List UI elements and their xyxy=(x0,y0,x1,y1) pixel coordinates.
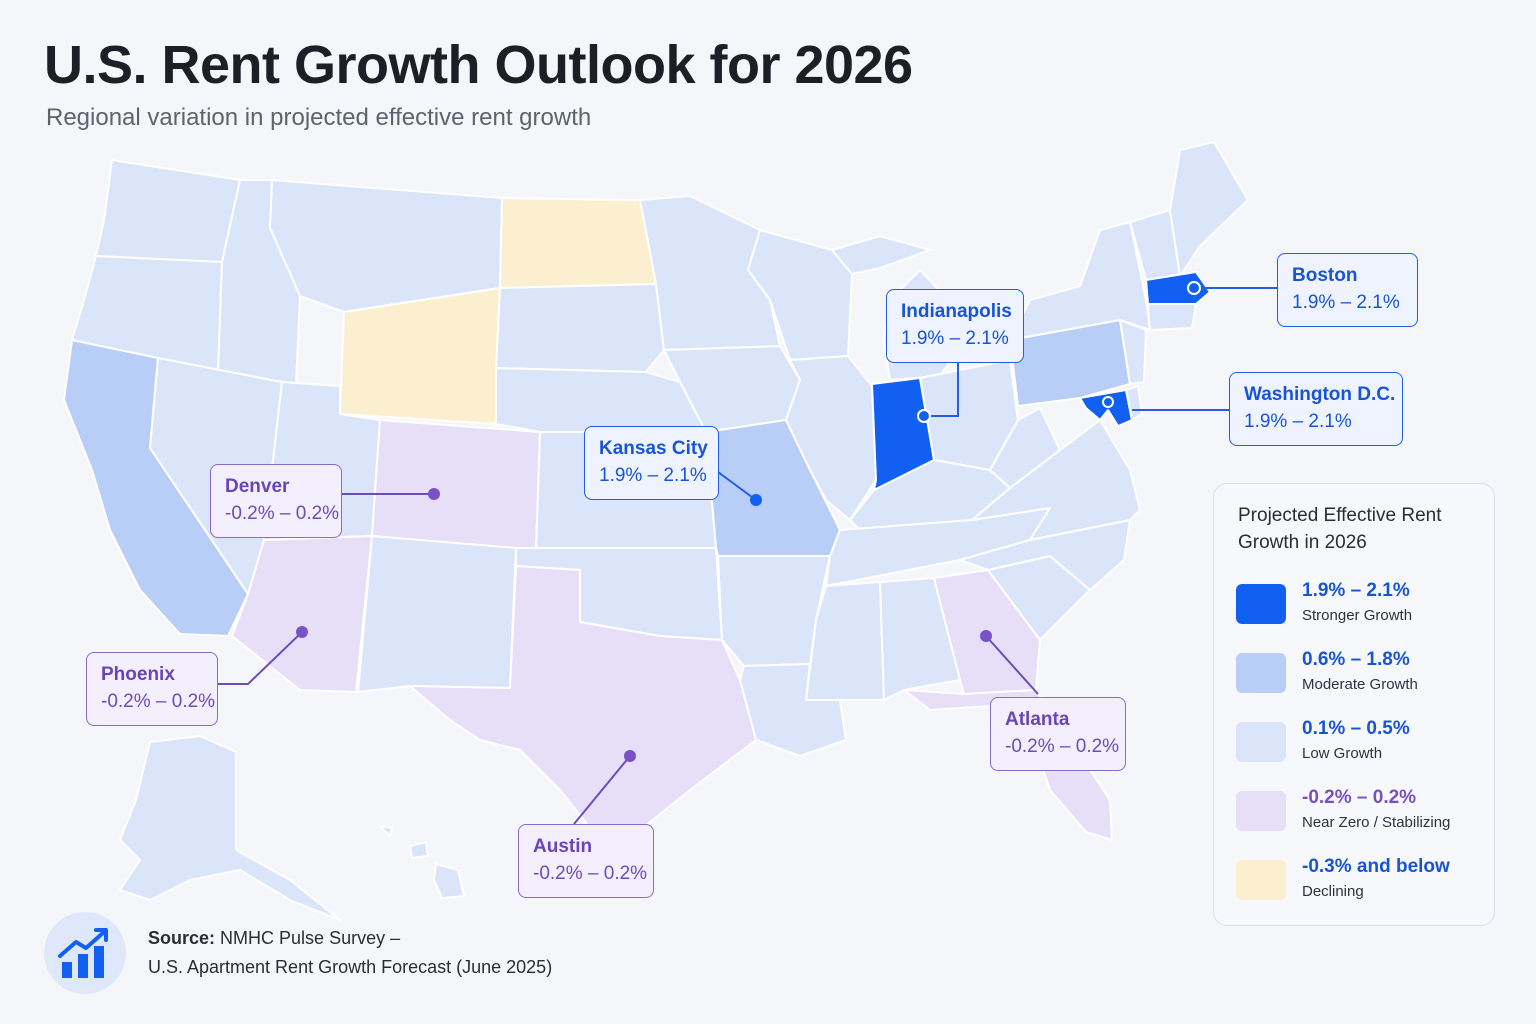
callout-range: -0.2% – 0.2% xyxy=(1005,736,1120,757)
leader-atlanta xyxy=(985,635,1039,695)
state-west-virginia[interactable] xyxy=(989,407,1061,489)
legend-title: Projected Effective Rent Growth in 2026 xyxy=(1238,505,1442,553)
callout-city: Austin xyxy=(533,836,593,857)
legend-item-moderate: 0.6% – 1.8% Moderate Growth xyxy=(1236,649,1486,701)
callout-boston[interactable]: Boston 1.9% – 2.1% xyxy=(1277,253,1418,327)
state-virginia[interactable] xyxy=(971,419,1141,541)
legend-swatch xyxy=(1236,722,1286,762)
callout-atlanta[interactable]: Atlanta -0.2% – 0.2% xyxy=(990,697,1126,771)
callout-range: 1.9% – 2.1% xyxy=(901,328,1009,349)
callout-range: 1.9% – 2.1% xyxy=(1244,411,1352,432)
state-alaska[interactable] xyxy=(119,735,341,921)
callout-austin[interactable]: Austin -0.2% – 0.2% xyxy=(518,824,654,898)
page-subtitle: Regional variation in projected effectiv… xyxy=(46,104,592,131)
chart-growth-icon xyxy=(44,912,126,994)
state-maine[interactable] xyxy=(1169,141,1249,277)
marker-denver[interactable] xyxy=(428,488,440,500)
legend-desc: Near Zero / Stabilizing xyxy=(1302,814,1451,831)
callout-city: Denver xyxy=(225,476,290,497)
legend-range: 1.9% – 2.1% xyxy=(1302,580,1410,601)
legend-swatch xyxy=(1236,584,1286,624)
state-michigan-upper[interactable] xyxy=(831,235,931,275)
legend-range: -0.3% and below xyxy=(1302,856,1450,877)
legend-desc: Declining xyxy=(1302,883,1364,900)
page-title: U.S. Rent Growth Outlook for 2026 xyxy=(44,35,913,95)
marker-phoenix[interactable] xyxy=(296,626,308,638)
legend-item-stronger: 1.9% – 2.1% Stronger Growth xyxy=(1236,580,1486,632)
state-illinois[interactable] xyxy=(785,355,877,521)
callout-city: Indianapolis xyxy=(901,301,1012,322)
state-alabama[interactable] xyxy=(879,577,961,701)
state-connecticut-ri[interactable] xyxy=(1147,303,1197,331)
marker-atlanta[interactable] xyxy=(980,630,992,642)
legend-range: 0.6% – 1.8% xyxy=(1302,649,1410,670)
callout-washington-dc[interactable]: Washington D.C. 1.9% – 2.1% xyxy=(1229,372,1403,446)
state-new-mexico[interactable] xyxy=(357,535,517,693)
callout-range: 1.9% – 2.1% xyxy=(599,465,707,486)
leader-indianapolis xyxy=(924,356,959,417)
legend-item-declining: -0.3% and below Declining xyxy=(1236,856,1486,908)
legend-item-near-zero: -0.2% – 0.2% Near Zero / Stabilizing xyxy=(1236,787,1486,839)
callout-range: -0.2% – 0.2% xyxy=(533,863,648,884)
callout-city: Phoenix xyxy=(101,664,175,685)
callout-city: Kansas City xyxy=(599,438,708,459)
source-line2: U.S. Apartment Rent Growth Forecast (Jun… xyxy=(148,957,553,977)
callout-range: 1.9% – 2.1% xyxy=(1292,292,1400,313)
leader-phoenix xyxy=(218,631,303,685)
callout-city: Atlanta xyxy=(1005,709,1070,730)
state-north-dakota[interactable] xyxy=(499,197,657,289)
state-south-dakota[interactable] xyxy=(495,283,665,373)
legend-desc: Stronger Growth xyxy=(1302,607,1413,624)
state-massachusetts[interactable] xyxy=(1145,271,1211,305)
state-delaware[interactable] xyxy=(1125,385,1143,421)
callout-city: Boston xyxy=(1292,265,1358,286)
legend-desc: Moderate Growth xyxy=(1302,676,1418,693)
state-colorado[interactable] xyxy=(371,419,541,551)
legend-range: -0.2% – 0.2% xyxy=(1302,787,1417,808)
marker-austin[interactable] xyxy=(624,750,636,762)
callout-phoenix[interactable]: Phoenix -0.2% – 0.2% xyxy=(86,652,218,726)
marker-boston[interactable] xyxy=(1187,281,1201,295)
source-label: Source: xyxy=(148,928,216,948)
legend: Projected Effective Rent Growth in 2026 … xyxy=(1213,483,1495,926)
state-new-york[interactable] xyxy=(1009,221,1151,341)
state-wyoming[interactable] xyxy=(339,287,501,425)
callout-denver[interactable]: Denver -0.2% – 0.2% xyxy=(210,464,342,538)
state-nebraska[interactable] xyxy=(495,367,707,433)
leader-kansas-city xyxy=(717,471,757,501)
state-hawaii[interactable] xyxy=(379,825,465,899)
source-line1: NMHC Pulse Survey – xyxy=(220,928,401,948)
legend-swatch xyxy=(1236,860,1286,900)
source-note: Source: NMHC Pulse Survey – U.S. Apartme… xyxy=(148,924,552,982)
legend-swatch xyxy=(1236,791,1286,831)
legend-range: 0.1% – 0.5% xyxy=(1302,718,1410,739)
callout-city: Washington D.C. xyxy=(1244,384,1396,405)
callout-range: -0.2% – 0.2% xyxy=(225,503,340,524)
legend-swatch xyxy=(1236,653,1286,693)
legend-item-low: 0.1% – 0.5% Low Growth xyxy=(1236,718,1486,770)
leader-austin xyxy=(573,755,631,825)
state-washington[interactable] xyxy=(95,159,241,263)
marker-washington-dc[interactable] xyxy=(1102,396,1114,408)
legend-desc: Low Growth xyxy=(1302,745,1383,762)
callout-kansas-city[interactable]: Kansas City 1.9% – 2.1% xyxy=(584,426,719,500)
callout-indianapolis[interactable]: Indianapolis 1.9% – 2.1% xyxy=(886,289,1024,363)
marker-kansas-city[interactable] xyxy=(750,494,762,506)
callout-range: -0.2% – 0.2% xyxy=(101,691,216,712)
marker-indianapolis[interactable] xyxy=(917,409,931,423)
